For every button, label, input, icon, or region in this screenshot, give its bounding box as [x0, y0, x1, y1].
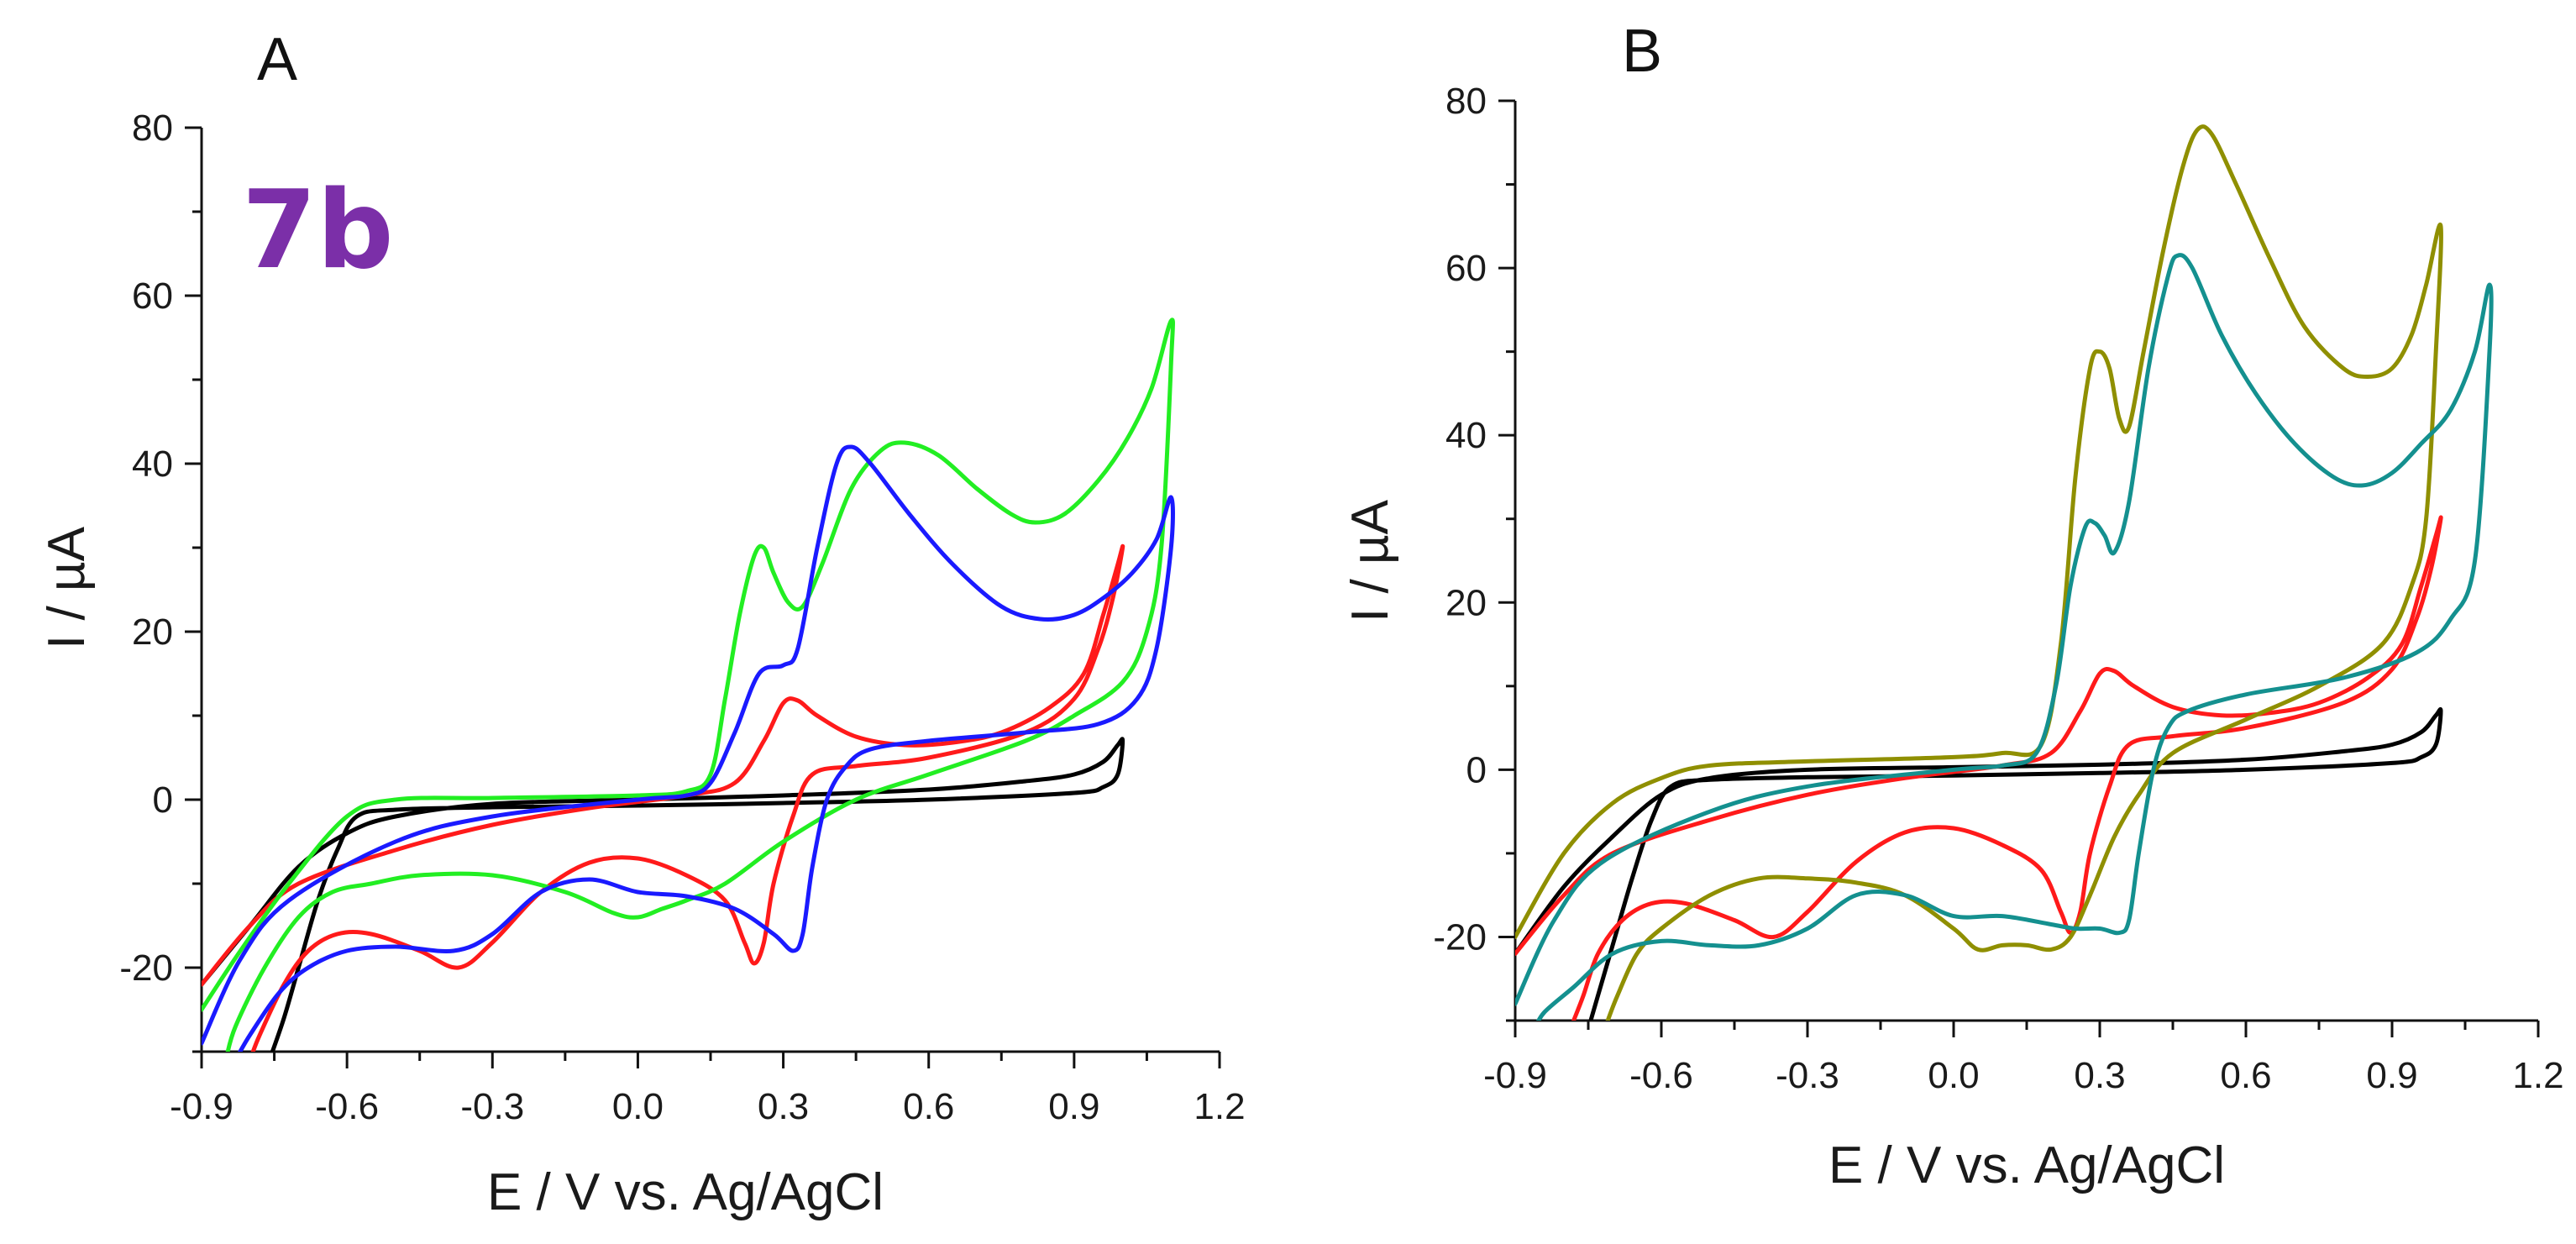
- x-tick-label: 0.0: [1928, 1055, 1979, 1096]
- x-tick-label: -0.3: [460, 1086, 524, 1127]
- series-red-curve: [202, 543, 1125, 1052]
- series-green-curve: [202, 318, 1175, 1052]
- y-tick-label: 20: [1445, 582, 1487, 623]
- y-tick-label: 80: [132, 108, 173, 149]
- panel-b: -0.9 -0.6 -0.3 0.0 0.3 0.6 0.9 1.2 -20 0 20 40 60 80 E…: [1341, 18, 2564, 1194]
- y-axis-title: I / µA: [38, 526, 96, 649]
- x-tick-label: 1.2: [1194, 1086, 1245, 1127]
- x-tick-label: 0.3: [758, 1086, 809, 1127]
- y-tick-label: 60: [1445, 248, 1487, 289]
- x-tick-label: 0.3: [2074, 1055, 2125, 1096]
- y-tick-label: 40: [132, 444, 173, 485]
- y-tick-label: 20: [132, 612, 173, 653]
- x-tick-label: -0.3: [1776, 1055, 1839, 1096]
- series-teal-curve: [1515, 253, 2494, 1021]
- x-axis-title: E / V vs. Ag/AgCl: [487, 1163, 884, 1221]
- y-axis-title: I / µA: [1341, 499, 1399, 622]
- x-tick-label: -0.9: [170, 1086, 233, 1127]
- series-black-curve: [1515, 706, 2443, 1021]
- x-tick-label: -0.6: [1629, 1055, 1693, 1096]
- y-tick-label: -20: [1433, 916, 1487, 958]
- compound-label: 7b: [242, 168, 394, 293]
- y-tick-label: -20: [119, 947, 173, 989]
- panel-a: -0.9 -0.6 -0.3 0.0 0.3 0.6 0.9 1.2 -20 0 20 40 60 80 E…: [38, 26, 1246, 1221]
- series-black-curve: [202, 737, 1125, 1052]
- x-tick-label: -0.9: [1483, 1055, 1547, 1096]
- curves: [1515, 124, 2494, 1021]
- y-tick-label: 0: [1466, 749, 1487, 790]
- y-tick-label: 60: [132, 276, 173, 317]
- y-tick-label: 40: [1445, 415, 1487, 456]
- series-red-curve: [1515, 515, 2443, 1021]
- x-tick-label: 0.9: [2366, 1055, 2417, 1096]
- x-tick-label: 0.0: [612, 1086, 664, 1127]
- x-tick-label: 1.2: [2512, 1055, 2563, 1096]
- panel-label: B: [1622, 18, 1662, 85]
- series-blue-curve: [202, 444, 1175, 1052]
- x-axis-title: E / V vs. Ag/AgCl: [1828, 1136, 2225, 1194]
- x-tick-label: 0.6: [2220, 1055, 2271, 1096]
- panel-label: A: [257, 26, 297, 93]
- curves: [202, 318, 1175, 1052]
- x-tick-label: 0.9: [1048, 1086, 1099, 1127]
- series-olive-curve: [1515, 124, 2443, 1021]
- x-tick-label: -0.6: [315, 1086, 379, 1127]
- x-tick-label: 0.6: [903, 1086, 954, 1127]
- y-tick-label: 80: [1445, 81, 1487, 122]
- y-tick-label: 0: [153, 779, 173, 821]
